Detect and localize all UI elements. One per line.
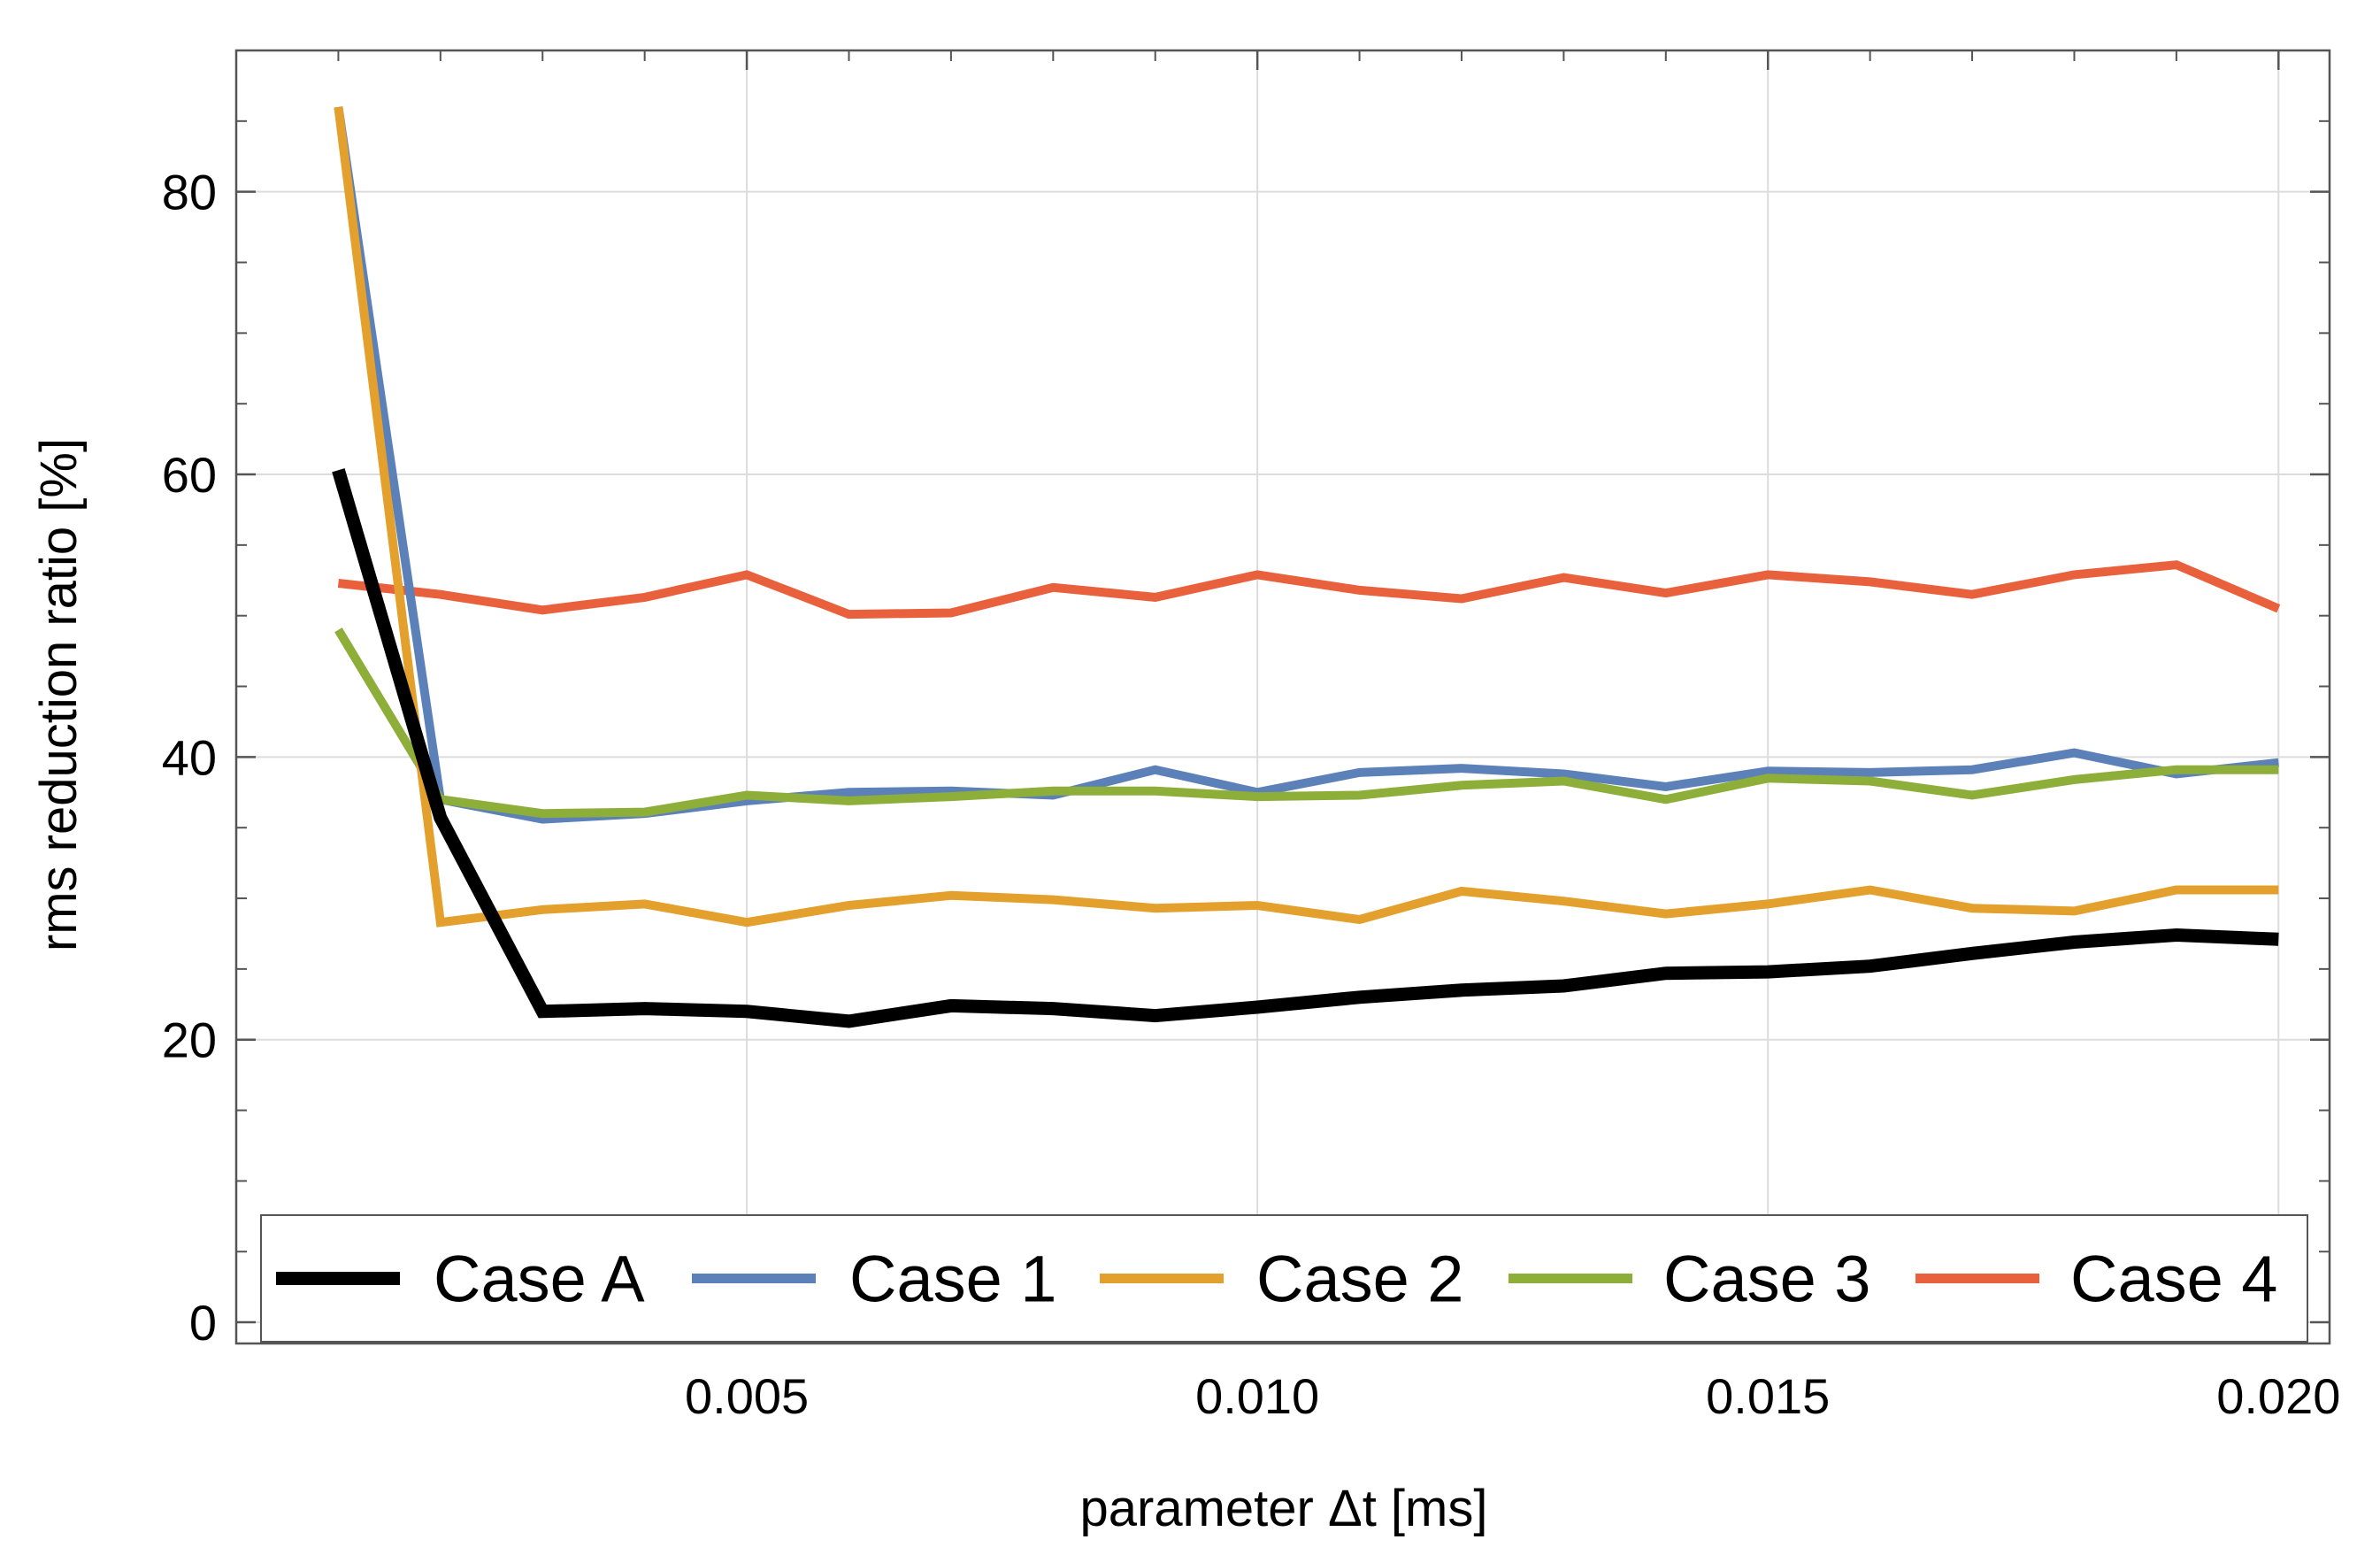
legend-label-case-1: Case 1: [849, 1243, 1056, 1316]
series-line-case-3: [334, 627, 2279, 819]
x-tick-label: 0.005: [685, 1368, 809, 1424]
legend-label-case-4: Case 4: [2070, 1243, 2277, 1316]
x-tick-label: 0.010: [1195, 1368, 1319, 1424]
grid: [236, 50, 2330, 1343]
x-tick-label: 0.020: [2216, 1368, 2340, 1424]
x-axis-title: parameter Δt [ms]: [1080, 1480, 1488, 1537]
plot-frame: [234, 49, 2331, 1345]
y-tick-label: 0: [189, 1295, 217, 1351]
x-tick-label: 0.015: [1706, 1368, 1830, 1424]
y-tick-label: 20: [162, 1012, 217, 1068]
series-line-case-a: [332, 468, 2279, 1028]
series-line-case-2: [334, 106, 2279, 928]
x-axis: 0.005 0.010 0.015 0.020: [337, 50, 2340, 1424]
y-axis: 0 20 40 60 80: [162, 119, 2330, 1351]
y-tick-label: 60: [162, 447, 217, 503]
legend: Case A Case 1 Case 2 Case 3 Case 4: [260, 1214, 2308, 1343]
legend-label-case-3: Case 3: [1663, 1243, 1870, 1316]
legend-label-case-a: Case A: [434, 1243, 645, 1316]
series-line-case-4: [337, 560, 2281, 620]
plot-border: [234, 49, 2331, 1345]
y-tick-label: 80: [162, 165, 217, 220]
series-group: [332, 106, 2281, 1028]
y-axis-title: rms reduction ratio [%]: [30, 438, 88, 951]
legend-label-case-2: Case 2: [1256, 1243, 1463, 1316]
y-tick-label: 40: [162, 729, 217, 785]
